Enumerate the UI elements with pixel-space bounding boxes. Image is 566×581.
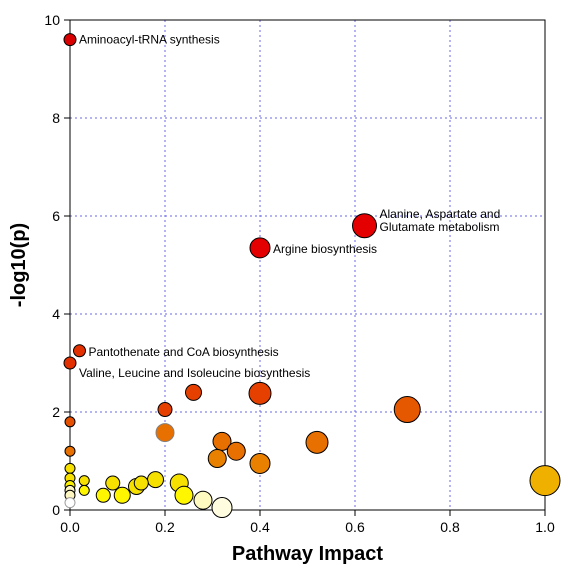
pathway-point [74, 345, 86, 357]
x-tick-label: 1.0 [535, 519, 555, 535]
pathway-point [227, 442, 245, 460]
pathway-point [175, 486, 193, 504]
pathway-point [158, 403, 172, 417]
pathway-point [148, 472, 164, 488]
y-tick-label: 0 [52, 502, 60, 518]
x-tick-label: 0.8 [440, 519, 460, 535]
pathway-label: Valine, Leucine and Isoleucine biosynthe… [79, 366, 310, 380]
pathway-point [114, 487, 130, 503]
pathway-point [250, 238, 270, 258]
pathway-point [96, 488, 110, 502]
pathway-point [208, 450, 226, 468]
pathway-point [394, 397, 420, 423]
pathway-point [212, 498, 232, 518]
pathway-point [156, 424, 174, 442]
y-tick-label: 4 [52, 306, 60, 322]
pathway-point [353, 214, 377, 238]
y-axis-title: -log10(p) [8, 223, 30, 307]
y-tick-label: 8 [52, 110, 60, 126]
x-tick-label: 0.0 [60, 519, 80, 535]
pathway-impact-chart: 0.0 0.2 0.4 0.6 0.8 1.0 0 2 4 6 8 10 Pathway Impact -… [0, 0, 566, 581]
pathway-point [306, 431, 328, 453]
x-axis-title: Pathway Impact [232, 543, 384, 565]
pathway-point [64, 357, 76, 369]
pathway-point [65, 417, 75, 427]
pathway-point [186, 384, 202, 400]
x-tick-label: 0.2 [155, 519, 175, 535]
pathway-point [64, 34, 76, 46]
pathway-point [134, 476, 148, 490]
pathway-label: Alanine, Aspartate andGlutamate metaboli… [380, 207, 501, 234]
y-tick-label: 2 [52, 404, 60, 420]
x-tick-label: 0.4 [250, 519, 270, 535]
pathway-label: Aminoacyl-tRNA synthesis [79, 33, 220, 47]
pathway-point [530, 466, 560, 496]
y-tick-label: 10 [44, 12, 60, 28]
pathway-point [65, 498, 75, 508]
pathway-point [194, 491, 212, 509]
chart-svg: 0.0 0.2 0.4 0.6 0.8 1.0 0 2 4 6 8 10 Pathway Impact -… [0, 0, 566, 581]
x-tick-label: 0.6 [345, 519, 365, 535]
pathway-point [79, 485, 89, 495]
pathway-point [65, 446, 75, 456]
y-tick-label: 6 [52, 208, 60, 224]
pathway-point [79, 476, 89, 486]
pathway-label: Argine biosynthesis [273, 242, 377, 256]
pathway-label: Pantothenate and CoA biosynthesis [89, 345, 279, 359]
pathway-point [249, 382, 271, 404]
pathway-point [250, 453, 270, 473]
pathway-point [65, 463, 75, 473]
pathway-point [106, 476, 120, 490]
